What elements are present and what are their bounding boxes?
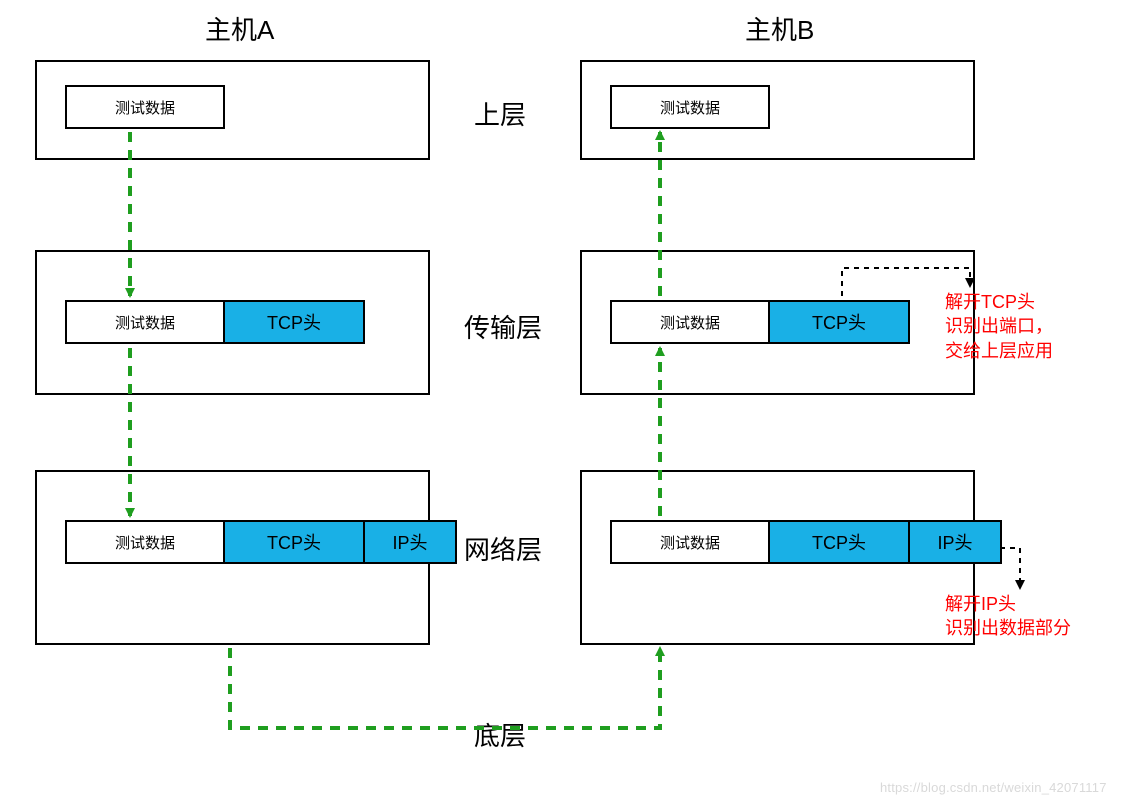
host-title-b: 主机B	[745, 10, 814, 47]
segment-data: 测试数据	[610, 300, 770, 344]
annotation-line: 解开TCP头	[945, 290, 1053, 314]
segment-tcp: TCP头	[770, 300, 910, 344]
layer-label-network: 网络层	[464, 530, 542, 567]
annotation-line: 识别出数据部分	[945, 616, 1071, 640]
watermark: https://blog.csdn.net/weixin_42071117	[880, 780, 1107, 795]
segment-tcp: TCP头	[225, 520, 365, 564]
annotation-ip_open: 解开IP头识别出数据部分	[945, 592, 1071, 641]
packet-a_transport: 测试数据TCP头	[65, 300, 365, 344]
arrow-ip-hook	[1000, 548, 1020, 588]
segment-data: 测试数据	[65, 520, 225, 564]
packet-b_upper: 测试数据	[610, 85, 770, 129]
segment-data: 测试数据	[610, 520, 770, 564]
packet-a_network: 测试数据TCP头IP头	[65, 520, 457, 564]
arrow-bottom-path	[230, 648, 660, 728]
segment-data: 测试数据	[610, 85, 770, 129]
layer-label-bottom: 底层	[474, 716, 526, 753]
packet-b_network: 测试数据TCP头IP头	[610, 520, 1002, 564]
segment-tcp: TCP头	[770, 520, 910, 564]
packet-a_upper: 测试数据	[65, 85, 225, 129]
packet-b_transport: 测试数据TCP头	[610, 300, 910, 344]
segment-ip: IP头	[910, 520, 1002, 564]
segment-data: 测试数据	[65, 300, 225, 344]
layer-label-upper: 上层	[474, 95, 526, 132]
annotation-line: 解开IP头	[945, 592, 1071, 616]
layer-label-transport: 传输层	[464, 308, 542, 345]
segment-data: 测试数据	[65, 85, 225, 129]
annotation-line: 识别出端口，	[945, 314, 1053, 338]
segment-ip: IP头	[365, 520, 457, 564]
host-title-a: 主机A	[205, 10, 274, 47]
segment-tcp: TCP头	[225, 300, 365, 344]
annotation-line: 交给上层应用	[945, 339, 1053, 363]
annotation-tcp_open: 解开TCP头识别出端口，交给上层应用	[945, 290, 1053, 363]
